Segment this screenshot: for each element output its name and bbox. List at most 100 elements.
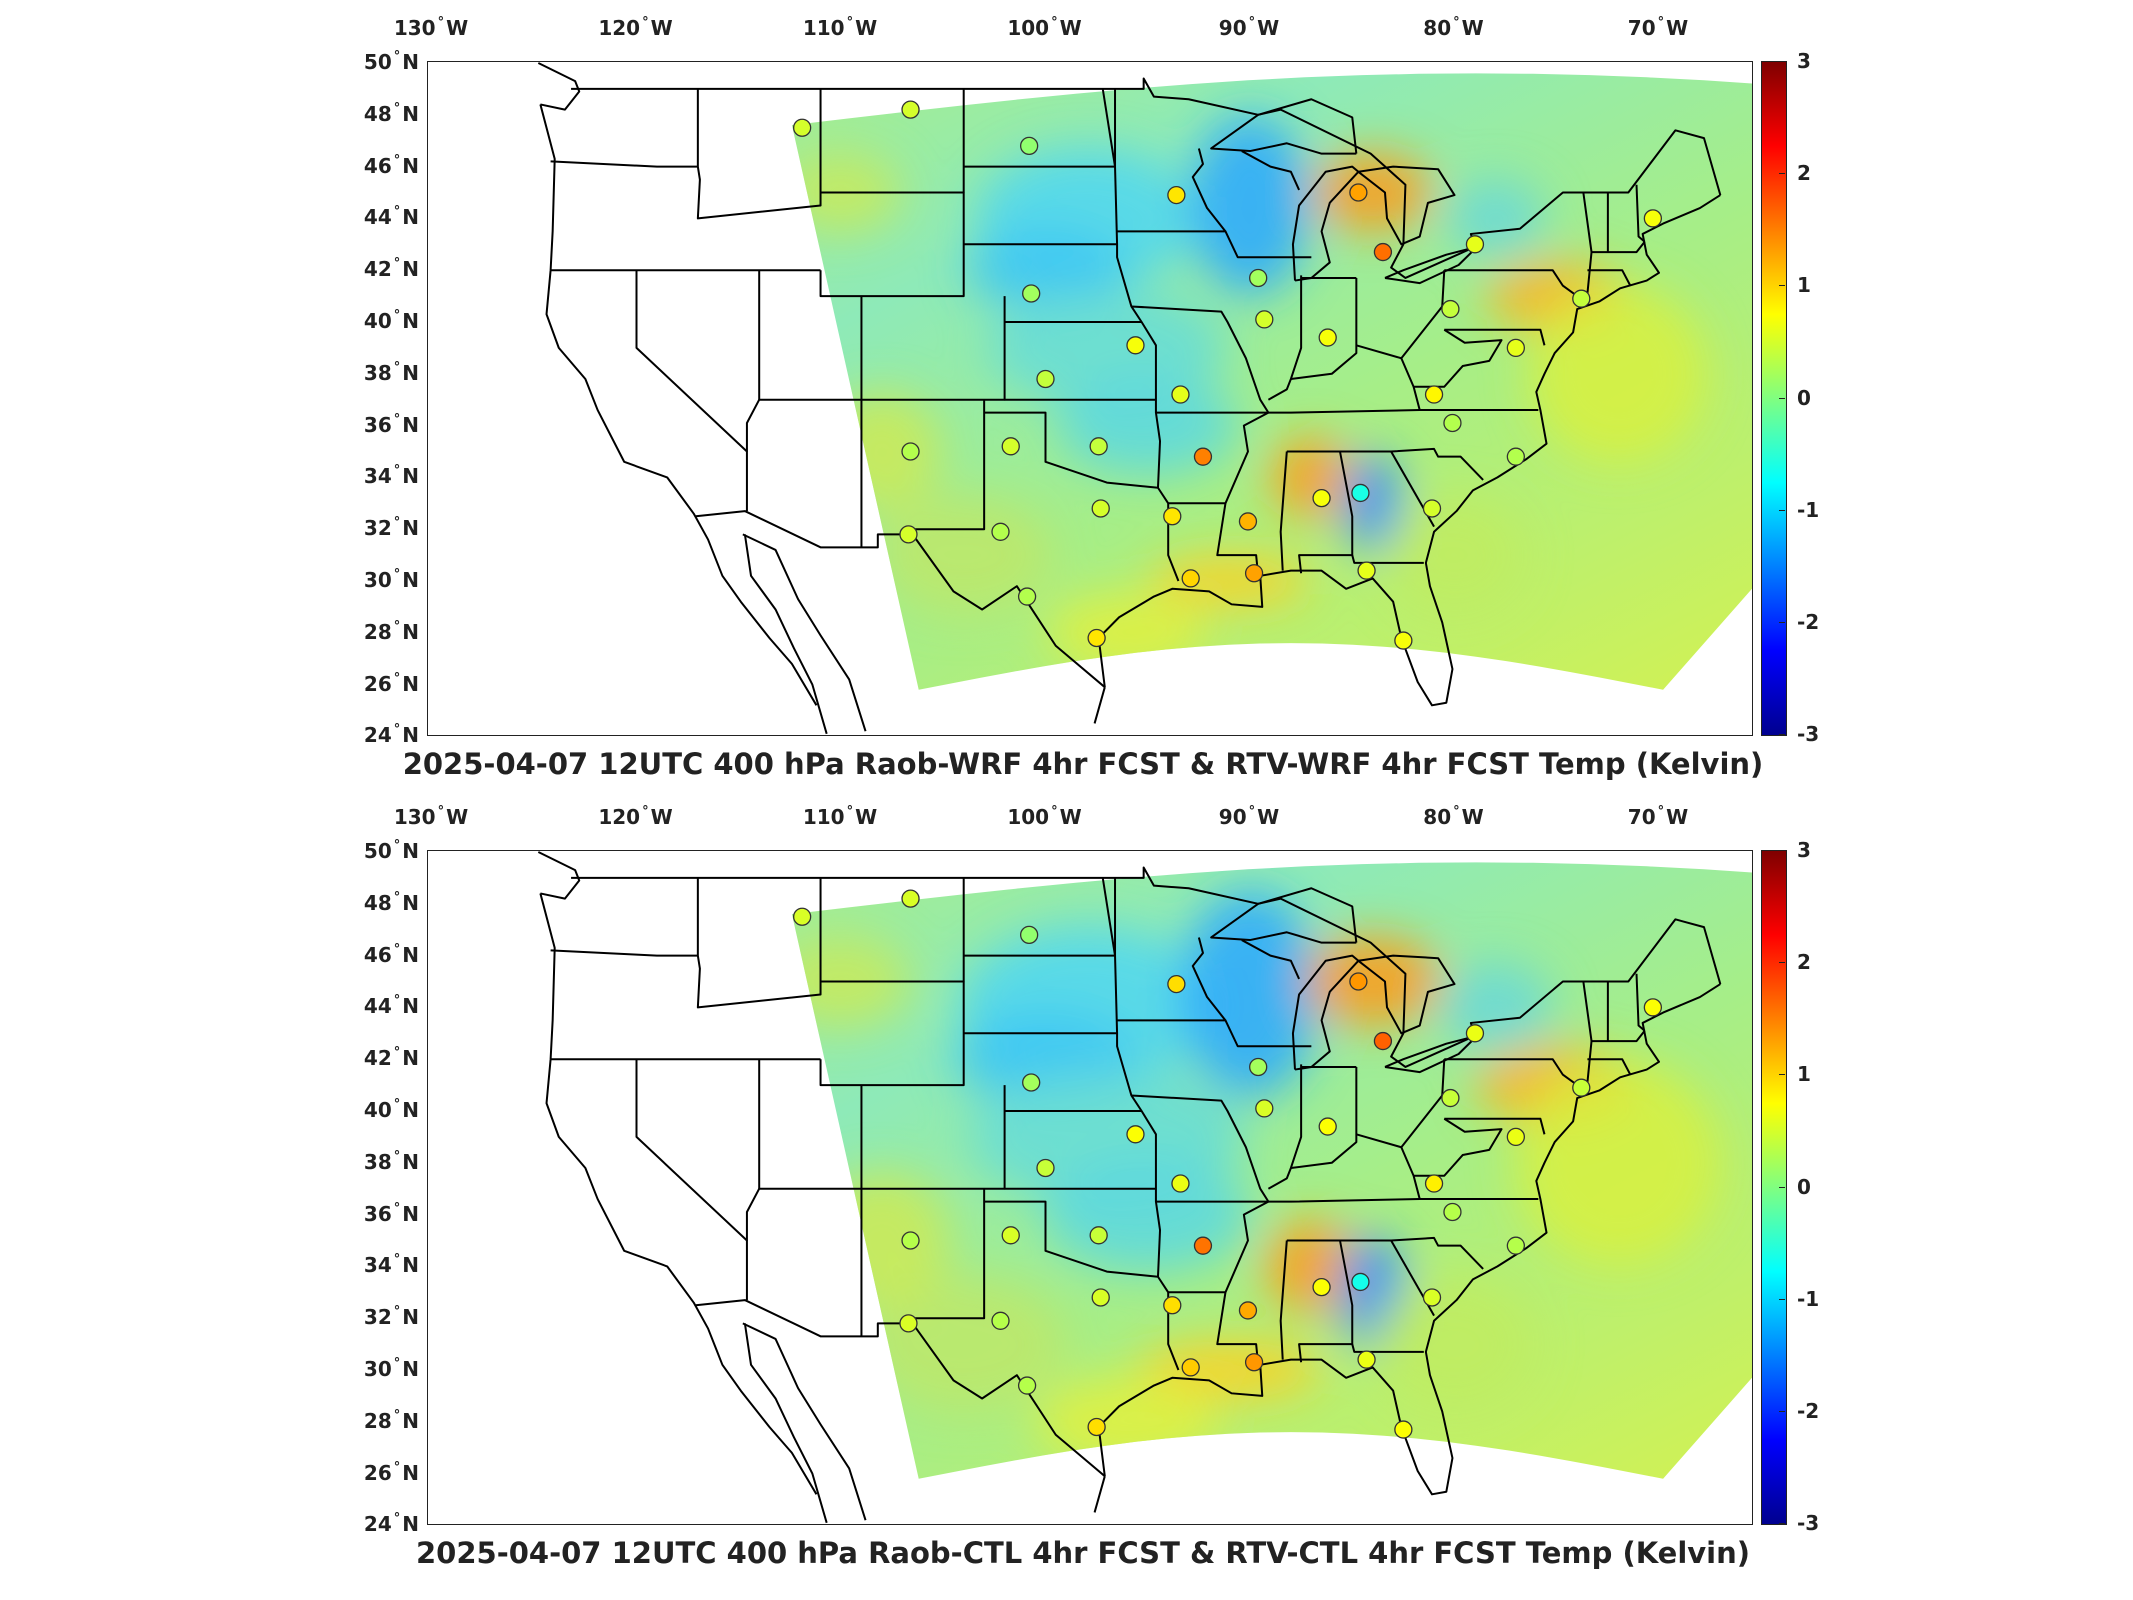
panel-title: 2025-04-07 12UTC 400 hPa Raob-CTL 4hr FC…	[415, 1536, 1751, 1570]
lon-tick-label: 70 ° W	[1627, 15, 1689, 40]
raob-station	[1167, 974, 1186, 994]
colorbar-tick-label: 2	[1797, 950, 1811, 975]
colorbar-tick	[1779, 1074, 1785, 1076]
lat-tick-label: 48 ° N	[363, 889, 419, 915]
raob-station	[1424, 385, 1444, 404]
raob-station	[991, 1311, 1010, 1330]
lat-tick-label: 50 ° N	[363, 49, 419, 74]
lat-tick-label: 24 ° N	[363, 722, 419, 748]
colorbar-tick-label: 0	[1797, 385, 1811, 410]
colorbar-tick-label: -1	[1797, 497, 1820, 522]
map-canvas	[537, 62, 1752, 735]
lat-tick-label: 26 ° N	[363, 1459, 419, 1485]
raob-station	[792, 118, 812, 137]
raob-station	[1163, 1296, 1182, 1315]
raob-station	[1465, 235, 1485, 254]
raob-station	[1036, 1158, 1055, 1178]
lon-tick-label: 100 ° W	[1007, 15, 1082, 40]
raob-station	[1193, 447, 1213, 466]
colorbar-tick-label: -2	[1797, 1398, 1820, 1423]
raob-station	[1643, 209, 1663, 228]
lat-tick-label: 28 ° N	[363, 618, 419, 644]
colorbar-tick	[1779, 173, 1785, 175]
raob-station	[1089, 437, 1108, 456]
colorbar-tick	[1779, 850, 1785, 851]
raob-station	[1373, 242, 1393, 262]
raob-station	[1349, 183, 1368, 202]
colorbar-tick-label: 0	[1797, 1174, 1811, 1199]
colorbar-tick	[1779, 1186, 1785, 1188]
colorbar-tick	[1779, 509, 1785, 511]
colorbar-tick-label: -2	[1797, 609, 1820, 634]
raob-station	[1318, 328, 1337, 347]
raob-station	[1087, 628, 1106, 648]
raob-station	[1167, 185, 1186, 205]
colorbar-tick-label: -3	[1797, 722, 1820, 746]
raob-station	[1019, 136, 1039, 156]
raob-station	[1244, 564, 1264, 583]
lat-tick-label: 48 ° N	[363, 100, 419, 126]
lon-tick-label: 100 ° W	[1007, 804, 1082, 829]
colorbar-tick	[1779, 1298, 1785, 1300]
raob-station	[1572, 289, 1591, 308]
lat-tick-label: 44 ° N	[363, 204, 419, 230]
raob-station	[901, 100, 920, 119]
raob-station	[1238, 1301, 1258, 1320]
raob-station	[1171, 1174, 1190, 1193]
raob-station	[1351, 1272, 1370, 1292]
lat-tick-label: 26 ° N	[363, 670, 419, 696]
lon-tick-label: 90 ° W	[1218, 15, 1280, 40]
lat-tick-label: 40 ° N	[363, 308, 419, 333]
raob-station	[1506, 1127, 1525, 1147]
lat-tick-label: 30 ° N	[363, 1356, 419, 1381]
raob-station	[1443, 413, 1462, 433]
panel-title: 2025-04-07 12UTC 400 hPa Raob-WRF 4hr FC…	[402, 747, 1764, 781]
raob-station	[1091, 499, 1110, 518]
raob-station	[1001, 437, 1020, 456]
raob-station	[899, 1314, 918, 1333]
lon-tick-label: 130 ° W	[393, 804, 469, 829]
station-markers	[792, 889, 1663, 1439]
lon-tick-label: 70 ° W	[1627, 804, 1689, 829]
state-borders	[537, 62, 1722, 735]
colorbar-tick-label: 1	[1797, 1062, 1811, 1087]
lon-tick-label: 110 ° W	[802, 15, 878, 40]
lat-tick-label: 46 ° N	[363, 941, 419, 967]
lat-tick-label: 36 ° N	[363, 411, 419, 437]
colorbar-tick-label: 1	[1797, 273, 1811, 298]
raob-station	[1249, 1057, 1268, 1077]
raob-station	[1022, 284, 1041, 303]
raob-station	[1465, 1024, 1485, 1043]
raob-station	[1357, 561, 1376, 580]
raob-station	[1181, 569, 1200, 588]
raob-station	[1422, 499, 1442, 518]
raob-station	[901, 1231, 920, 1250]
colorbar-tick-label: -3	[1797, 1511, 1820, 1535]
raob-station	[1091, 1288, 1110, 1307]
lon-tick-label: 120 ° W	[598, 804, 673, 829]
raob-station	[1441, 1088, 1460, 1108]
colorbar-tick-label: 3	[1797, 49, 1811, 73]
raob-station	[1394, 631, 1413, 650]
colorbar-tick-label: -1	[1797, 1286, 1820, 1311]
raob-station	[1424, 1174, 1444, 1193]
lon-tick-label: 80 ° W	[1423, 804, 1484, 829]
colorbar	[1761, 61, 1787, 736]
raob-station	[1443, 1202, 1462, 1222]
colorbar-tick-label: 3	[1797, 838, 1811, 862]
raob-station	[1001, 1226, 1020, 1245]
map-frame	[427, 61, 1753, 736]
raob-station	[1373, 1031, 1393, 1051]
lon-tick-label: 110 ° W	[802, 804, 878, 829]
raob-station	[1036, 369, 1055, 389]
raob-station	[1193, 1236, 1213, 1255]
raob-station	[1244, 1353, 1264, 1372]
lat-tick-label: 32 ° N	[363, 1304, 419, 1330]
raob-station	[1022, 1073, 1041, 1092]
lat-tick-label: 34 ° N	[363, 463, 419, 489]
colorbar-tick-label: 2	[1797, 161, 1811, 186]
lat-tick-label: 32 ° N	[363, 515, 419, 541]
lat-tick-label: 40 ° N	[363, 1097, 419, 1122]
raob-station	[1506, 1236, 1525, 1255]
raob-station	[1181, 1358, 1200, 1377]
